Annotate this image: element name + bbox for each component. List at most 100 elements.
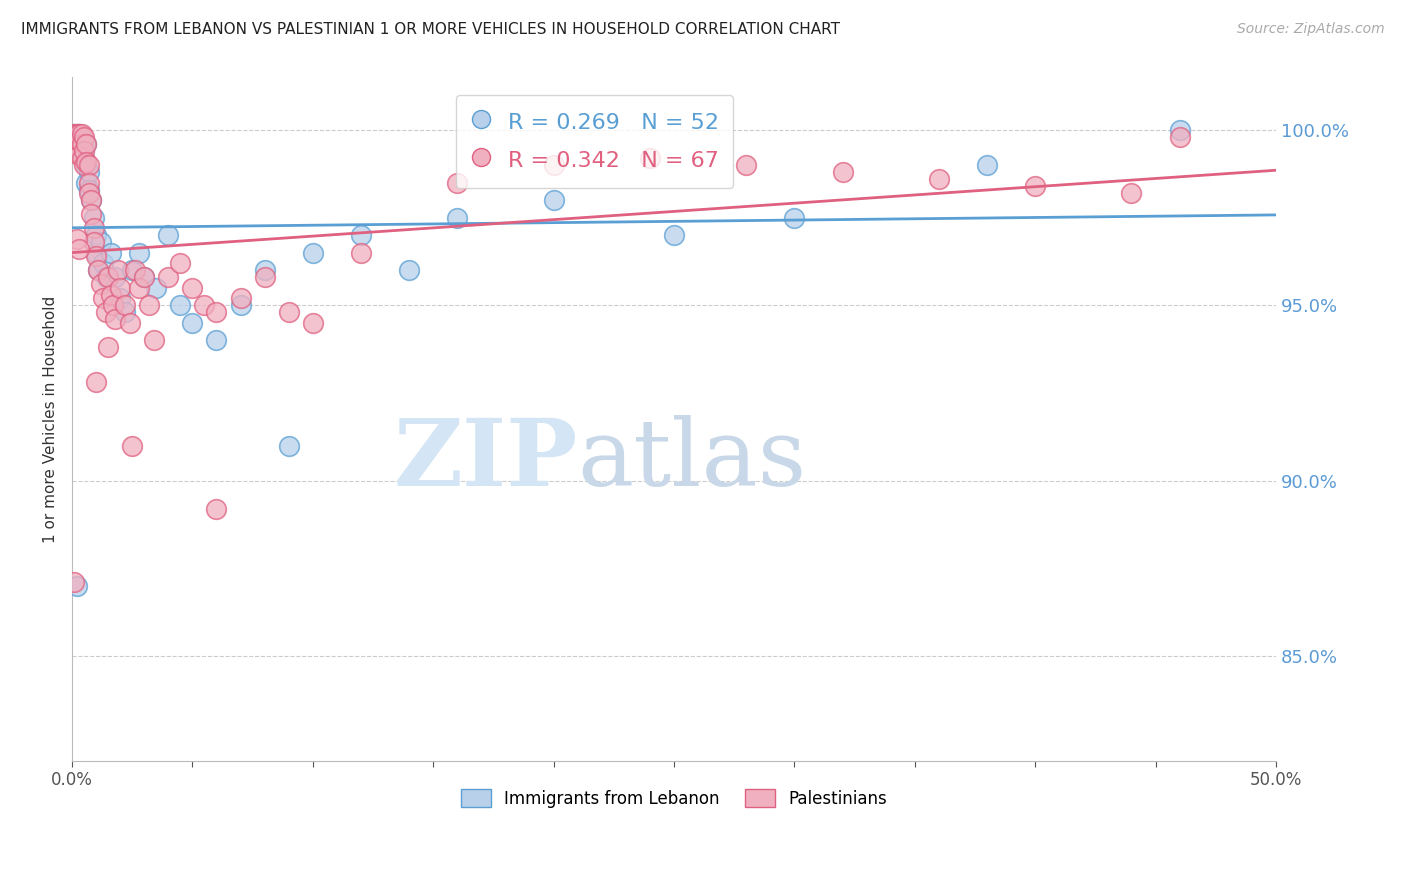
Point: [84, 376, 107, 390]
Point: [181, 316, 204, 330]
Point: [63, 575, 86, 590]
Point: [75, 176, 97, 190]
Point: [97, 340, 120, 354]
Point: [543, 193, 565, 207]
Point: [128, 281, 150, 295]
Point: [169, 256, 191, 270]
Point: [73, 130, 96, 145]
Point: [70, 136, 93, 151]
Point: [543, 158, 565, 172]
Point: [90, 277, 112, 292]
Point: [181, 281, 204, 295]
Point: [83, 235, 105, 250]
Point: [301, 316, 323, 330]
Legend: Immigrants from Lebanon, Palestinians: Immigrants from Lebanon, Palestinians: [454, 783, 894, 814]
Point: [70, 130, 93, 145]
Point: [169, 298, 191, 312]
Point: [84, 228, 107, 243]
Point: [142, 334, 165, 348]
Point: [976, 158, 998, 172]
Point: [66, 127, 89, 141]
Point: [73, 158, 96, 172]
Point: [77, 158, 100, 172]
Point: [67, 127, 90, 141]
Point: [1168, 130, 1191, 145]
Point: [662, 228, 685, 243]
Point: [138, 298, 160, 312]
Point: [928, 172, 950, 186]
Point: [75, 154, 97, 169]
Point: [229, 298, 252, 312]
Point: [350, 245, 373, 260]
Point: [101, 298, 124, 312]
Point: [277, 305, 299, 319]
Point: [63, 127, 86, 141]
Point: [128, 245, 150, 260]
Point: [77, 165, 100, 179]
Point: [114, 305, 136, 319]
Point: [67, 144, 90, 158]
Point: [66, 579, 89, 593]
Text: ZIP: ZIP: [394, 416, 578, 505]
Point: [104, 270, 127, 285]
Text: IMMIGRANTS FROM LEBANON VS PALESTINIAN 1 OR MORE VEHICLES IN HOUSEHOLD CORRELATI: IMMIGRANTS FROM LEBANON VS PALESTINIAN 1…: [21, 22, 841, 37]
Point: [107, 263, 129, 277]
Point: [831, 165, 853, 179]
Point: [84, 245, 107, 260]
Point: [205, 305, 228, 319]
Point: [73, 144, 96, 158]
Point: [73, 151, 96, 165]
Point: [735, 158, 758, 172]
Point: [70, 147, 93, 161]
Point: [63, 136, 86, 151]
Point: [66, 134, 89, 148]
Point: [205, 501, 228, 516]
Point: [104, 312, 127, 326]
Point: [114, 298, 136, 312]
Point: [80, 193, 103, 207]
Point: [121, 438, 143, 452]
Point: [80, 207, 103, 221]
Y-axis label: 1 or more Vehicles in Household: 1 or more Vehicles in Household: [44, 295, 58, 543]
Point: [66, 130, 89, 145]
Point: [638, 151, 661, 165]
Point: [77, 176, 100, 190]
Point: [70, 151, 93, 165]
Point: [83, 211, 105, 225]
Point: [90, 235, 112, 250]
Point: [63, 134, 86, 148]
Point: [77, 183, 100, 197]
Point: [108, 291, 131, 305]
Point: [229, 291, 252, 305]
Point: [67, 134, 90, 148]
Point: [70, 136, 93, 151]
Point: [134, 270, 156, 285]
Point: [67, 147, 90, 161]
Point: [157, 270, 180, 285]
Point: [66, 127, 89, 141]
Point: [350, 228, 373, 243]
Point: [124, 263, 146, 277]
Point: [205, 334, 228, 348]
Point: [134, 270, 156, 285]
Point: [253, 263, 276, 277]
Point: [83, 221, 105, 235]
Point: [75, 136, 97, 151]
Point: [145, 281, 167, 295]
Point: [73, 134, 96, 148]
Text: atlas: atlas: [578, 416, 807, 505]
Point: [94, 305, 117, 319]
Point: [1121, 186, 1143, 201]
Point: [66, 140, 89, 154]
Point: [446, 211, 468, 225]
Point: [1024, 179, 1046, 194]
Point: [193, 298, 215, 312]
Point: [84, 249, 107, 263]
Point: [446, 176, 468, 190]
Point: [118, 316, 141, 330]
Point: [67, 242, 90, 256]
Point: [301, 245, 323, 260]
Point: [87, 263, 110, 277]
Point: [91, 256, 114, 270]
Point: [1168, 123, 1191, 137]
